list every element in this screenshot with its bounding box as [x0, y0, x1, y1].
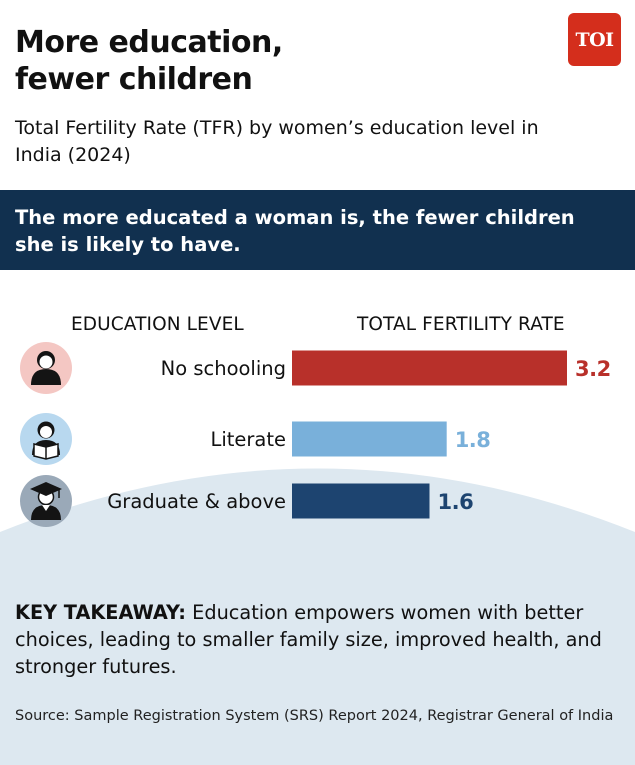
category-label: No schooling [161, 357, 286, 380]
key-takeaway: KEY TAKEAWAY: Education empowers women w… [15, 599, 625, 680]
tfr-bar-chart: No schooling 3.2 Literate 1.8 Graduate & abo… [20, 342, 611, 527]
category-label: Graduate & above [107, 490, 286, 513]
value-label: 3.2 [575, 357, 611, 381]
value-label: 1.6 [438, 490, 474, 514]
toi-logo: TOI [568, 13, 621, 66]
source-note: Source: Sample Registration System (SRS)… [15, 708, 614, 724]
banner-text: The more educated a woman is, the fewer … [15, 206, 575, 256]
chart-subtitle: Total Fertility Rate (TFR) by women’s ed… [15, 117, 539, 166]
bar [292, 350, 567, 386]
education-level-header: EDUCATION LEVEL [71, 314, 244, 335]
bar [292, 483, 430, 519]
tfr-header: TOTAL FERTILITY RATE [357, 314, 565, 335]
woman-icon [20, 342, 72, 394]
graduate-icon [20, 475, 72, 527]
category-label: Literate [210, 428, 286, 451]
value-label: 1.8 [455, 428, 491, 452]
woman-reading-icon [20, 413, 72, 465]
takeaway-text: Education empowers women with better cho… [15, 601, 602, 678]
highlight-banner [0, 190, 635, 270]
bar [292, 421, 447, 457]
takeaway-label: KEY TAKEAWAY: [15, 601, 187, 624]
page-title: More education, fewer children [15, 25, 283, 97]
